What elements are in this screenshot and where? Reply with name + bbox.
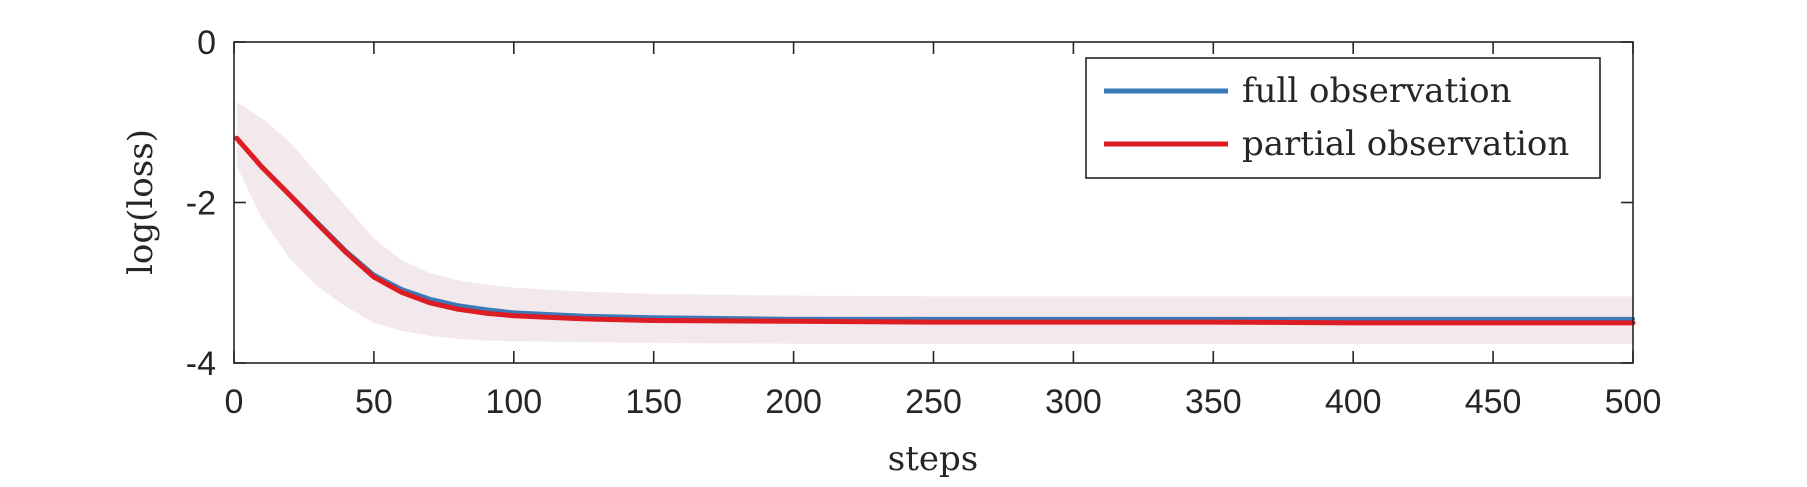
x-tick-label: 450 [1465,383,1522,421]
y-axis-label: log(loss) [121,129,161,275]
tick-labels-layer: 0 50 100 150 200 250 300 350 400 450 500 0 -2 -4 [186,24,1662,421]
x-tick-label: 150 [625,383,682,421]
y-tick-label: -4 [186,345,216,383]
x-tick-label: 0 [225,383,244,421]
legend-label-full-observation: full observation [1242,71,1511,111]
x-tick-label: 350 [1185,383,1242,421]
series-layer [234,135,1636,326]
legend: full observation partial observation [1085,57,1601,179]
x-tick-label: 200 [765,383,822,421]
legend-box [1085,57,1601,179]
y-tick-label: -2 [186,185,216,223]
series-line-partial-observation [234,135,1636,326]
x-tick-label: 400 [1325,383,1382,421]
legend-label-partial-observation: partial observation [1242,124,1569,164]
x-tick-label: 250 [905,383,962,421]
x-tick-label: 50 [355,383,393,421]
x-axis-label: steps [888,439,978,479]
y-tick-label: 0 [197,24,216,62]
ticks-layer [233,41,1634,364]
x-tick-label: 100 [485,383,542,421]
x-tick-label: 500 [1605,383,1662,421]
x-tick-label: 300 [1045,383,1102,421]
